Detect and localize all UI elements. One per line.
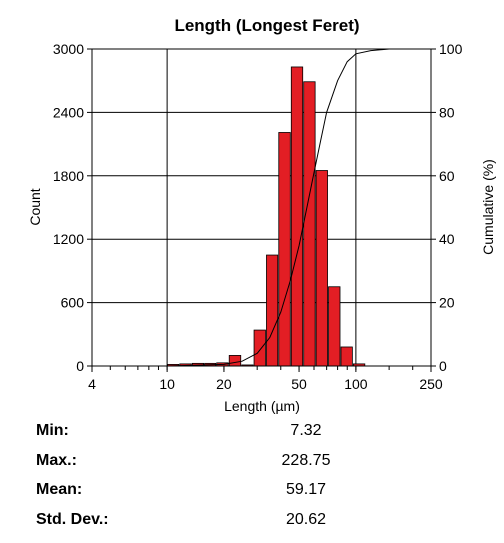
plot-frame (91, 48, 432, 367)
y-tick-label: 2400 (53, 104, 84, 120)
histogram-bar (266, 254, 279, 367)
x-tick-label: 20 (216, 376, 232, 392)
y2-axis-ticks: 0 20 40 60 80 100 (431, 41, 463, 374)
y-axis-ticks: 0 600 1200 1800 2400 3000 (53, 41, 92, 374)
histogram-bar (290, 66, 304, 367)
histogram-chart: Length (Longest Feret) 4 10 20 50 100 250 0 60… (27, 16, 496, 414)
chart-title: Length (Longest Feret) (174, 16, 359, 35)
stat-label: Max.: (36, 451, 77, 469)
stat-row-min: Min: 7.32 (36, 420, 376, 450)
x-axis-label: Length (µm) (224, 398, 300, 414)
y-tick-label: 600 (61, 295, 85, 311)
y-axis-label: Count (27, 188, 43, 225)
stat-label: Mean: (36, 481, 83, 498)
stat-label: Min: (36, 422, 69, 439)
y2-tick-label: 40 (439, 231, 455, 247)
y2-tick-label: 100 (439, 41, 463, 57)
y2-tick-label: 60 (439, 168, 455, 184)
bars-group (167, 66, 366, 367)
stat-row-std-dev: Std. Dev.: 20.62 (36, 509, 376, 539)
y2-tick-label: 80 (439, 104, 455, 120)
stat-value: 59.17 (285, 481, 327, 498)
histogram-bar (340, 346, 353, 367)
stat-value: 7.32 (290, 422, 322, 439)
histogram-bar (315, 170, 328, 367)
statistics-table: Min: 7.32 Max.: 228.75 Mean: 59.17 Std. … (36, 420, 376, 538)
x-tick-label: 100 (344, 376, 368, 392)
histogram-bar (303, 81, 316, 367)
stat-value: 228.75 (281, 451, 331, 469)
stat-row-mean: Mean: 59.17 (36, 479, 376, 509)
stat-value: 20.62 (285, 510, 327, 528)
histogram-bar (253, 329, 266, 367)
y-tick-label: 1200 (53, 231, 84, 247)
y2-tick-label: 0 (439, 358, 447, 374)
stat-row-max: Max.: 228.75 (36, 450, 376, 480)
x-tick-label: 50 (291, 376, 307, 392)
histogram-bar (228, 355, 242, 367)
y2-axis-label: Cumulative (%) (480, 159, 496, 255)
y2-tick-label: 20 (439, 295, 455, 311)
y-tick-label: 3000 (53, 41, 84, 57)
histogram-bar (278, 132, 291, 367)
grid-lines (92, 49, 431, 366)
histogram-bar (328, 286, 341, 367)
stat-label: Std. Dev.: (36, 510, 109, 528)
x-axis-ticks: 4 10 20 50 100 250 (88, 366, 443, 392)
x-tick-label: 4 (88, 376, 96, 392)
cumulative-line (92, 48, 431, 367)
x-tick-label: 10 (159, 376, 175, 392)
y-tick-label: 0 (76, 358, 84, 374)
y-tick-label: 1800 (53, 168, 84, 184)
x-tick-label: 250 (419, 376, 443, 392)
